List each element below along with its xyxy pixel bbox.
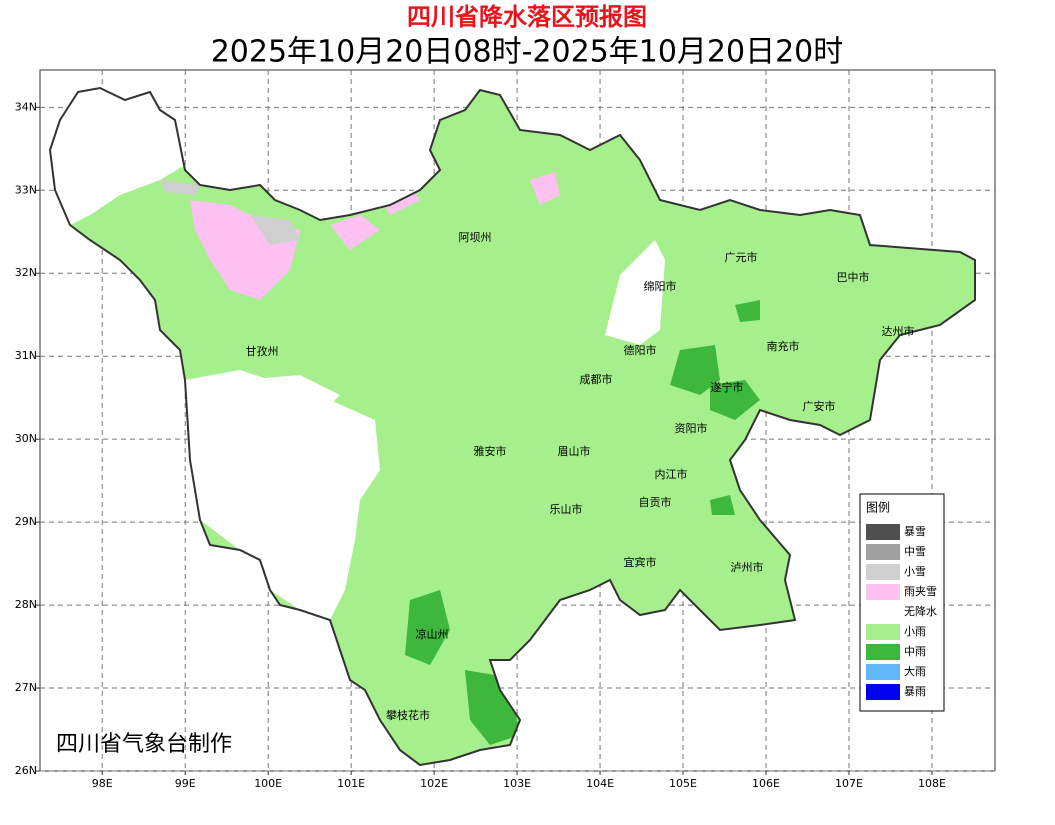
legend-swatch — [866, 584, 900, 600]
city-label: 宜宾市 — [624, 555, 657, 569]
sleet-area — [330, 215, 380, 250]
city-label: 广安市 — [803, 399, 836, 413]
city-label: 巴中市 — [837, 270, 870, 284]
sleet-area — [530, 172, 560, 205]
moderate-rain-area — [710, 495, 735, 515]
y-tick-label: 28N — [15, 598, 37, 611]
moderate-rain-area — [405, 590, 450, 665]
x-tick-label: 98E — [92, 777, 113, 790]
city-label: 内江市 — [655, 467, 688, 481]
city-label: 乐山市 — [550, 502, 583, 516]
no-precip-area — [50, 88, 185, 225]
x-tick-label: 103E — [503, 777, 531, 790]
legend-label: 雨夹雪 — [904, 585, 937, 598]
legend-swatch — [866, 684, 900, 700]
light-snow-area — [160, 180, 200, 195]
city-label: 攀枝花市 — [386, 708, 430, 722]
x-tick-label: 100E — [254, 777, 282, 790]
y-tick-label: 32N — [15, 266, 37, 279]
legend-label: 暴雨 — [904, 685, 926, 698]
legend-swatch — [866, 664, 900, 680]
city-label: 凉山州 — [416, 627, 449, 641]
legend-title: 图例 — [866, 501, 890, 515]
legend-label: 小雪 — [904, 565, 926, 578]
legend-label: 大雨 — [904, 664, 926, 678]
city-label: 南充市 — [767, 339, 800, 353]
city-label: 泸州市 — [731, 560, 764, 574]
moderate-rain-area — [735, 300, 760, 322]
y-tick-label: 29N — [15, 515, 37, 528]
x-tick-label: 107E — [835, 777, 863, 790]
legend-swatch — [866, 604, 900, 620]
city-label: 德阳市 — [624, 343, 657, 357]
subtitle: 2025年10月20日08时-2025年10月20日20时 — [211, 35, 844, 70]
moderate-rain-area — [465, 670, 520, 745]
credit: 四川省气象台制作 — [56, 732, 232, 757]
no-precip-area — [240, 375, 340, 405]
city-label: 甘孜州 — [246, 344, 279, 358]
city-label: 遂宁市 — [711, 380, 744, 394]
y-tick-label: 27N — [15, 681, 37, 694]
light-snow-area — [250, 215, 300, 245]
no-precip-area — [605, 240, 665, 345]
legend-swatch — [866, 524, 900, 540]
x-tick-label: 105E — [669, 777, 697, 790]
x-tick-label: 102E — [420, 777, 448, 790]
no-precip-area — [185, 370, 380, 620]
city-label: 绵阳市 — [644, 279, 677, 293]
city-label: 达州市 — [882, 324, 915, 338]
legend-swatch — [866, 564, 900, 580]
city-label: 阿坝州 — [459, 230, 492, 244]
city-label: 自贡市 — [639, 495, 672, 509]
y-tick-label: 34N — [15, 100, 37, 113]
legend-swatch — [866, 644, 900, 660]
title: 四川省降水落区预报图 — [407, 3, 647, 31]
city-label: 成都市 — [580, 372, 613, 386]
city-label: 雅安市 — [474, 444, 507, 458]
legend-label: 中雪 — [904, 545, 926, 558]
legend-swatch — [866, 544, 900, 560]
legend-label: 暴雪 — [904, 525, 926, 538]
legend-label: 中雨 — [904, 645, 926, 658]
city-label: 眉山市 — [558, 444, 591, 458]
x-tick-label: 108E — [918, 777, 946, 790]
legend-swatch — [866, 624, 900, 640]
city-label: 资阳市 — [675, 421, 708, 435]
x-tick-label: 101E — [337, 777, 365, 790]
legend-label: 无降水 — [904, 604, 937, 618]
y-tick-label: 31N — [15, 349, 37, 362]
x-tick-label: 104E — [586, 777, 614, 790]
legend-label: 小雨 — [904, 625, 926, 638]
x-tick-label: 99E — [175, 777, 196, 790]
y-tick-label: 30N — [15, 432, 37, 445]
moderate-rain-area — [710, 380, 760, 420]
moderate-rain-area — [670, 345, 720, 395]
y-tick-label: 26N — [15, 764, 37, 777]
y-tick-label: 33N — [15, 183, 37, 196]
city-label: 广元市 — [725, 250, 758, 264]
x-tick-label: 106E — [752, 777, 780, 790]
